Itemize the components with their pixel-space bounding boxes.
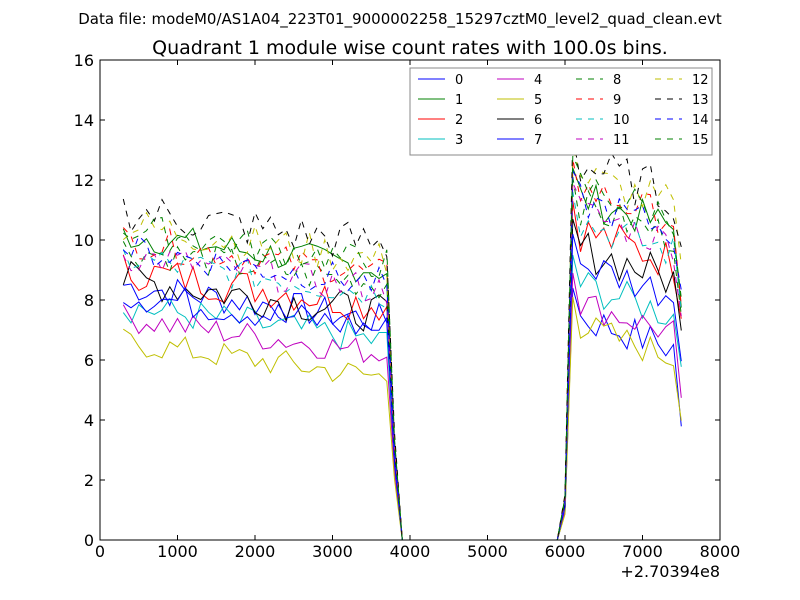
y-tick-label: 14: [74, 111, 94, 130]
legend-label: 6: [534, 113, 542, 128]
x-tick-label: 5000: [467, 542, 508, 561]
y-tick-label: 16: [74, 51, 94, 70]
series-line-4: [122, 272, 682, 540]
legend-label: 9: [613, 93, 621, 108]
figure-suptitle: Data file: modeM0/AS1A04_223T01_90000022…: [78, 10, 722, 29]
y-tick-label: 6: [84, 351, 94, 370]
x-tick-label: 6000: [545, 542, 586, 561]
y-tick-label: 10: [74, 231, 94, 250]
series-line-5: [123, 296, 682, 540]
chart-title: Quadrant 1 module wise count rates with …: [152, 37, 668, 59]
legend-label: 15: [692, 133, 709, 148]
legend-label: 0: [455, 73, 463, 88]
y-tick-label: 12: [74, 171, 94, 190]
legend-label: 8: [613, 73, 621, 88]
series-line-0: [123, 278, 682, 540]
legend-label: 13: [692, 93, 709, 108]
legend-label: 4: [534, 73, 542, 88]
legend-box: [409, 67, 713, 156]
series-line-12: [122, 146, 682, 540]
y-tick-label: 8: [84, 291, 94, 310]
series-line-15: [122, 155, 682, 540]
x-axis: 0 1000 2000 3000 4000 5000 6000 7000 8000: [95, 60, 740, 561]
series-line-7: [123, 233, 682, 540]
legend-label: 5: [534, 93, 542, 108]
legend-label: 7: [534, 133, 542, 148]
series-layer: [122, 134, 682, 540]
x-tick-label: 1000: [157, 542, 198, 561]
legend-label: 12: [692, 73, 709, 88]
legend-label: 1: [455, 93, 463, 108]
y-tick-label: 4: [84, 411, 94, 430]
legend-label: 11: [613, 133, 630, 148]
y-tick-label: 2: [84, 471, 94, 490]
series-line-1: [122, 167, 682, 540]
x-tick-label: 3000: [312, 542, 353, 561]
x-tick-label: 0: [95, 542, 105, 561]
series-line-9: [122, 158, 682, 540]
x-tick-label: 4000: [390, 542, 431, 561]
legend-label: 10: [613, 113, 630, 128]
legend-label: 14: [692, 113, 709, 128]
series-line-8: [122, 176, 682, 540]
x-tick-label: 2000: [235, 542, 276, 561]
series-line-14: [122, 169, 682, 540]
series-line-11: [122, 182, 682, 540]
series-line-6: [122, 218, 682, 540]
series-line-10: [122, 191, 682, 540]
x-tick-label: 7000: [622, 542, 663, 561]
x-tick-label: 8000: [700, 542, 741, 561]
y-tick-label: 0: [84, 531, 94, 550]
legend-label: 2: [455, 113, 463, 128]
x-offset-label: +2.70394e8: [620, 562, 720, 581]
legend-label: 3: [455, 133, 463, 148]
series-line-2: [122, 200, 682, 540]
